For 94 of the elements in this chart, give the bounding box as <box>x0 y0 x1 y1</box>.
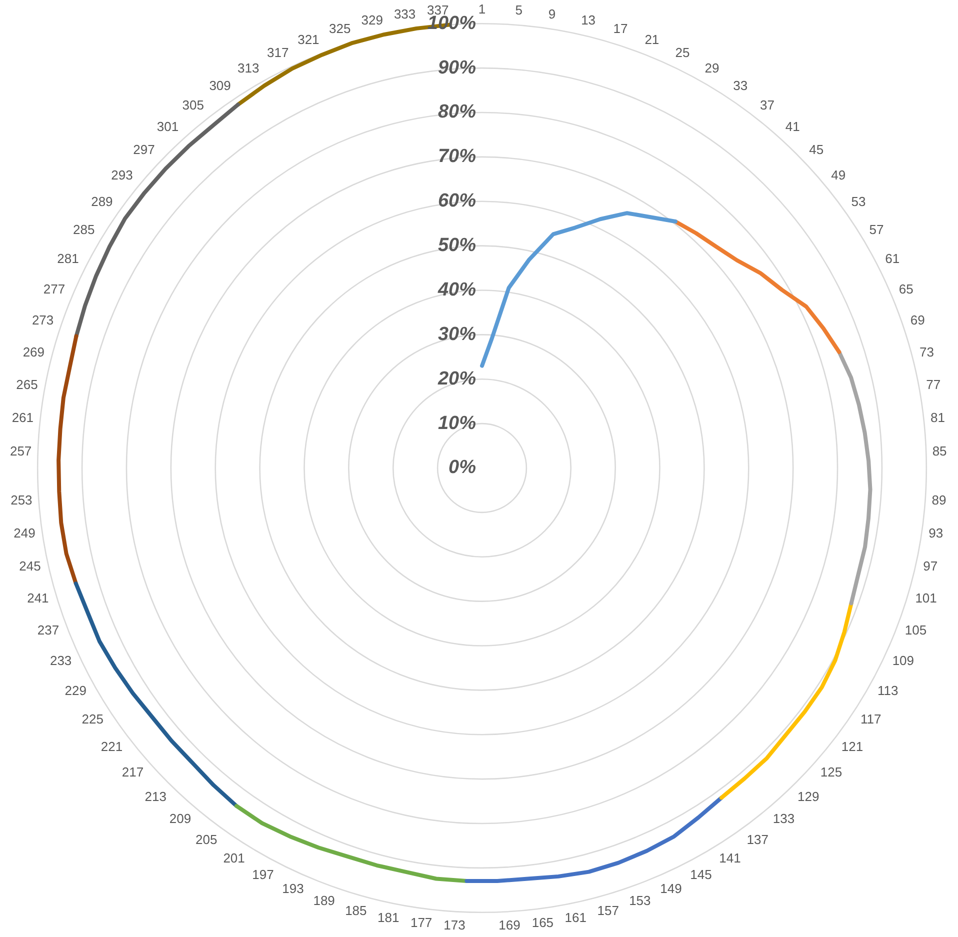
spoke-label: 165 <box>532 915 554 930</box>
spoke-label: 17 <box>613 20 628 36</box>
spoke-label: 225 <box>82 712 104 727</box>
spoke-label: 257 <box>10 443 32 458</box>
spoke-label: 197 <box>252 866 274 882</box>
spoke-label: 217 <box>122 764 144 780</box>
spoke-label: 41 <box>785 118 800 134</box>
spoke-label: 69 <box>910 312 925 328</box>
spoke-label: 157 <box>597 902 619 918</box>
spoke-label: 265 <box>16 377 38 392</box>
spoke-label: 181 <box>378 910 400 926</box>
spoke-label: 333 <box>394 6 416 22</box>
spoke-label: 133 <box>772 811 795 826</box>
spoke-label: 313 <box>238 60 260 76</box>
spoke-label: 285 <box>73 222 95 237</box>
spoke-label: 229 <box>64 682 87 698</box>
spoke-label: 109 <box>892 653 914 668</box>
y-tick-label: 10% <box>438 412 476 434</box>
spoke-label: 201 <box>223 850 245 866</box>
spoke-label: 269 <box>22 344 45 360</box>
spoke-label: 89 <box>932 492 946 508</box>
spoke-label: 21 <box>644 32 660 47</box>
spoke-label: 105 <box>904 622 927 638</box>
y-tick-label: 60% <box>438 190 476 212</box>
spoke-label: 9 <box>548 6 556 22</box>
spoke-label: 273 <box>32 312 54 328</box>
y-tick-label: 70% <box>438 146 476 168</box>
spoke-label: 329 <box>361 12 383 28</box>
spoke-label: 233 <box>50 653 72 668</box>
spoke-label: 169 <box>498 917 520 932</box>
spoke-label: 173 <box>444 917 466 932</box>
spoke-label: 317 <box>267 44 289 60</box>
spoke-label: 25 <box>675 44 690 60</box>
spoke-label: 145 <box>690 866 712 882</box>
spoke-label: 321 <box>298 32 320 47</box>
spoke-label: 65 <box>898 281 914 296</box>
spoke-label: 101 <box>915 590 937 606</box>
spoke-label: 93 <box>928 525 944 540</box>
spoke-label: 5 <box>515 2 522 18</box>
spoke-label: 253 <box>10 492 32 508</box>
spoke-label: 301 <box>156 118 179 134</box>
spoke-label: 113 <box>877 682 898 698</box>
spoke-label: 37 <box>760 97 774 112</box>
spoke-label: 45 <box>809 142 824 158</box>
y-tick-label: 30% <box>438 324 476 345</box>
spoke-label: 77 <box>926 377 941 392</box>
y-tick-label: 0% <box>448 457 476 478</box>
spoke-label: 177 <box>410 915 432 930</box>
spoke-label: 325 <box>329 20 351 36</box>
spoke-label: 149 <box>660 881 682 896</box>
spoke-label: 309 <box>209 78 231 93</box>
spoke-label: 293 <box>111 167 133 182</box>
spoke-label: 245 <box>19 558 41 574</box>
spoke-label: 61 <box>885 251 900 266</box>
spoke-label: 57 <box>869 222 884 237</box>
spoke-label: 305 <box>182 97 204 112</box>
spoke-label: 29 <box>704 60 720 76</box>
spoke-label: 81 <box>930 410 945 426</box>
spoke-label: 73 <box>919 344 934 360</box>
spoke-label: 189 <box>313 893 335 908</box>
spoke-label: 193 <box>282 881 304 896</box>
spoke-label: 85 <box>932 443 947 458</box>
spoke-label: 213 <box>144 788 166 804</box>
spoke-label: 53 <box>851 194 866 209</box>
spoke-label: 129 <box>798 788 820 804</box>
y-tick-label: 50% <box>438 235 476 256</box>
spoke-label: 261 <box>12 410 34 426</box>
spoke-label: 289 <box>91 194 113 209</box>
spoke-label: 49 <box>831 167 846 182</box>
spoke-label: 185 <box>345 902 367 918</box>
spoke-label: 241 <box>27 590 49 606</box>
spoke-label: 221 <box>100 738 123 754</box>
spoke-label: 125 <box>820 764 842 780</box>
spoke-label: 277 <box>43 281 66 296</box>
spoke-label: 1 <box>478 1 486 16</box>
spoke-label: 281 <box>57 251 79 266</box>
spoke-label: 161 <box>564 910 586 926</box>
y-tick-label: 90% <box>438 57 476 78</box>
spoke-label: 97 <box>923 558 938 574</box>
spoke-label: 297 <box>133 142 155 158</box>
spoke-label: 13 <box>581 12 596 28</box>
spoke-label: 117 <box>860 712 882 727</box>
spoke-label: 137 <box>746 832 768 847</box>
spoke-label: 249 <box>14 525 36 540</box>
spoke-label: 153 <box>629 893 651 908</box>
spoke-label: 33 <box>733 78 748 93</box>
spoke-label: 209 <box>169 811 192 826</box>
y-tick-label: 20% <box>436 368 476 390</box>
y-tick-label: 40% <box>436 279 476 300</box>
spoke-label: 121 <box>841 738 864 754</box>
spoke-label: 237 <box>37 622 60 638</box>
spoke-label: 141 <box>719 850 741 866</box>
y-tick-label: 80% <box>438 102 476 123</box>
spoke-label: 205 <box>196 832 218 847</box>
